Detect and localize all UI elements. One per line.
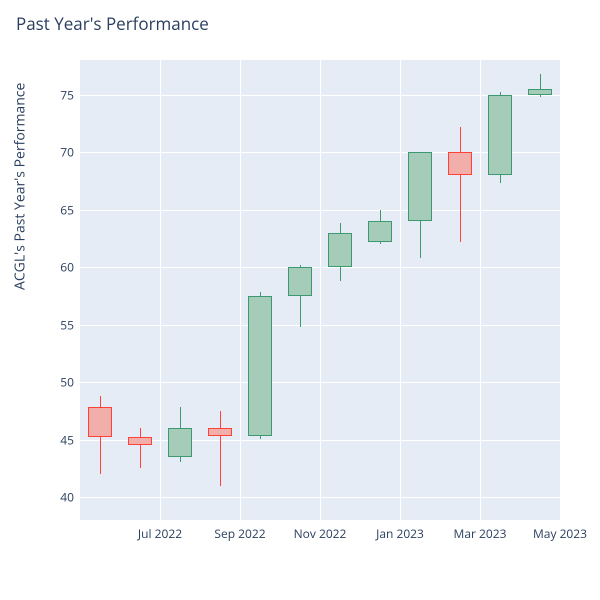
candle-body (288, 267, 312, 296)
gridline-v (480, 60, 481, 520)
candle-wick (220, 411, 221, 486)
ytick-label: 60 (60, 259, 74, 276)
candle-body (328, 233, 352, 268)
xtick-label: May 2023 (533, 525, 587, 542)
xtick-label: Jul 2022 (138, 525, 182, 542)
candle-body (88, 407, 112, 437)
ytick-label: 45 (60, 431, 74, 448)
candle-body (368, 221, 392, 242)
plot-area (80, 60, 560, 520)
gridline-v (400, 60, 401, 520)
candle-body (528, 89, 552, 95)
candle-wick (140, 428, 141, 468)
candle-body (448, 152, 472, 175)
ytick-label: 40 (60, 489, 74, 506)
xtick-label: Nov 2022 (294, 525, 347, 542)
chart-title: Past Year's Performance (16, 12, 209, 35)
candle-body (248, 296, 272, 436)
candle-body (128, 437, 152, 445)
ytick-label: 65 (60, 201, 74, 218)
xtick-label: Jan 2023 (376, 525, 424, 542)
ytick-label: 50 (60, 374, 74, 391)
y-axis-label: ACGL's Past Year's Performance (11, 83, 30, 290)
candle-body (488, 95, 512, 176)
gridline-v (320, 60, 321, 520)
ytick-label: 55 (60, 316, 74, 333)
candle-body (168, 428, 192, 457)
candle-body (208, 428, 232, 436)
gridline-v (240, 60, 241, 520)
candle-wick (460, 127, 461, 242)
xtick-label: Mar 2023 (454, 525, 507, 542)
candle-body (408, 152, 432, 221)
gridline-v (160, 60, 161, 520)
xtick-label: Sep 2022 (214, 525, 265, 542)
ytick-label: 70 (60, 144, 74, 161)
ytick-label: 75 (60, 86, 74, 103)
gridline-v (560, 60, 561, 520)
